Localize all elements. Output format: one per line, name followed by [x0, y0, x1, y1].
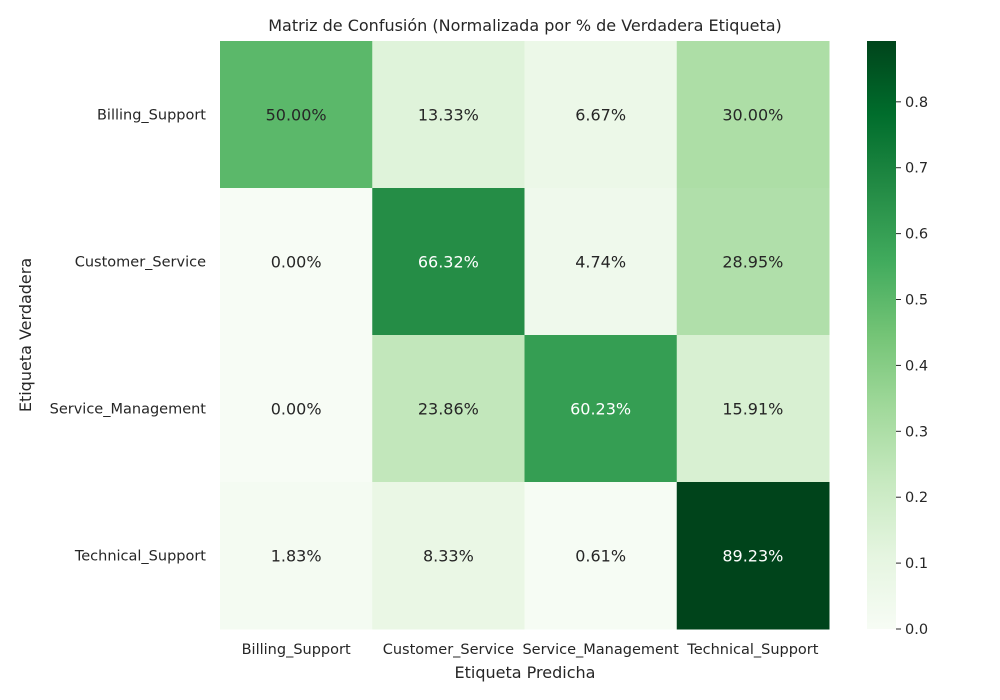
cell-r0-c0	[220, 41, 373, 189]
colorbar-tick-label-6: 0.6	[905, 227, 928, 243]
cell-label-r0-c3: 30.00%	[722, 106, 783, 125]
cell-r2-c3	[676, 335, 830, 483]
heatmap-cell-labels: 50.00% 13.33% 6.67% 30.00% 0.00% 66.32% 4.74% 2…	[266, 106, 784, 566]
colorbar-tick-label-4: 0.4	[905, 358, 928, 374]
cell-label-r2-c1: 23.86%	[418, 400, 479, 419]
cell-label-r0-c2: 6.67%	[575, 106, 626, 125]
y-tick-label-2: Service_Management	[50, 402, 207, 418]
colorbar-tick-label-3: 0.3	[905, 424, 928, 440]
cell-r0-c2	[524, 41, 678, 189]
y-tick-label-1: Customer_Service	[75, 255, 206, 271]
x-axis-ticks: Billing_Support Customer_Service Service_M…	[242, 642, 819, 658]
chart-title: Matriz de Confusión (Normalizada por % d…	[268, 16, 782, 35]
x-tick-label-0: Billing_Support	[242, 642, 351, 658]
x-axis-label: Etiqueta Predicha	[455, 663, 596, 682]
colorbar	[867, 41, 896, 629]
cell-label-r3-c1: 8.33%	[423, 547, 474, 566]
y-tick-label-0: Billing_Support	[97, 108, 206, 124]
colorbar-tick-label-7: 0.7	[905, 161, 928, 177]
cell-r0-c1	[372, 41, 525, 189]
cell-r2-c2	[524, 335, 678, 483]
cell-label-r3-c0: 1.83%	[271, 547, 322, 566]
x-tick-label-3: Technical_Support	[686, 642, 818, 658]
cell-label-r1-c0: 0.00%	[271, 253, 322, 272]
cell-label-r1-c3: 28.95%	[722, 253, 783, 272]
cell-label-r1-c2: 4.74%	[575, 253, 626, 272]
cell-label-r3-c3: 89.23%	[722, 547, 783, 566]
cell-label-r2-c0: 0.00%	[271, 400, 322, 419]
cell-r0-c3	[676, 41, 830, 189]
cell-label-r2-c3: 15.91%	[722, 400, 783, 419]
cell-label-r3-c2: 0.61%	[575, 547, 626, 566]
y-axis-ticks: Billing_Support Customer_Service Service_M…	[50, 108, 207, 565]
cell-r3-c1	[372, 482, 525, 630]
colorbar-tick-label-0: 0.0	[905, 622, 928, 638]
cell-r1-c0	[220, 188, 373, 336]
x-tick-label-2: Service_Management	[522, 642, 679, 658]
heatmap-cells	[220, 41, 830, 630]
cell-label-r1-c1: 66.32%	[418, 253, 479, 272]
cell-r2-c1	[372, 335, 525, 483]
cell-r3-c3	[676, 482, 830, 630]
x-tick-label-1: Customer_Service	[383, 642, 514, 658]
cell-r1-c2	[524, 188, 678, 336]
cell-label-r2-c2: 60.23%	[570, 400, 631, 419]
colorbar-tick-label-1: 0.1	[905, 556, 928, 572]
cell-label-r0-c1: 13.33%	[418, 106, 479, 125]
colorbar-ticks: 0.0 0.1 0.2 0.3 0.4 0.5 0.6 0.7 0.8	[896, 95, 928, 638]
y-tick-label-3: Technical_Support	[74, 549, 206, 565]
cell-r2-c0	[220, 335, 373, 483]
cell-r3-c0	[220, 482, 373, 630]
colorbar-tick-label-2: 0.2	[905, 490, 928, 506]
colorbar-tick-label-8: 0.8	[905, 95, 928, 111]
cell-r1-c3	[676, 188, 830, 336]
y-axis-label: Etiqueta Verdadera	[16, 258, 35, 412]
cell-label-r0-c0: 50.00%	[266, 106, 327, 125]
colorbar-tick-label-5: 0.5	[905, 293, 928, 309]
cell-r3-c2	[524, 482, 678, 630]
cell-r1-c1	[372, 188, 525, 336]
